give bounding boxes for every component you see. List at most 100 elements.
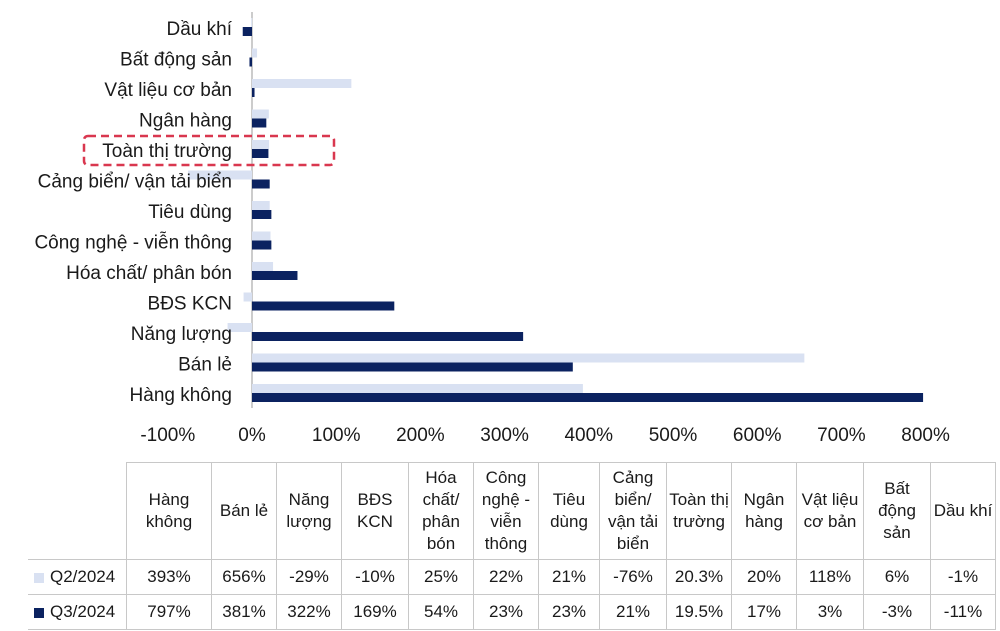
- table-cell: -1%: [930, 559, 996, 595]
- table-cell: 169%: [341, 594, 409, 630]
- category-label: Bất động sản: [120, 50, 232, 71]
- x-tick-label: 100%: [312, 425, 361, 446]
- table-cell: 20.3%: [666, 559, 732, 595]
- series-label: Q3/2024: [50, 602, 116, 621]
- bar-q2-6: [252, 201, 270, 210]
- bar-q2-9: [243, 292, 252, 302]
- bar-q2-2: [252, 79, 352, 88]
- table-cell: 21%: [599, 594, 667, 630]
- bar-q3-4: [252, 149, 269, 158]
- table-col-header-label: Cảng biển/ vận tải biển: [607, 468, 659, 553]
- bar-q2-3: [252, 109, 269, 119]
- category-label: Tiêu dùng: [148, 202, 232, 223]
- bar-q3-9: [252, 301, 395, 311]
- table-col-header-label: Tiêu dùng: [550, 490, 588, 531]
- bar-q2-1: [252, 48, 258, 58]
- highlight-box: [82, 134, 336, 167]
- table-cell: 23%: [473, 594, 539, 630]
- bar-q3-0: [242, 27, 252, 36]
- bar-q2-10: [227, 323, 252, 332]
- table-row: Q2/2024 393% 656% -29% -10% 25% 22% 21% -76% 20.3…: [28, 559, 996, 595]
- table-cell: -10%: [341, 559, 409, 595]
- legend-swatch: [34, 572, 44, 583]
- bar-q2-12: [252, 384, 583, 393]
- table-cell: 656%: [211, 559, 277, 595]
- x-tick-label: 800%: [901, 425, 950, 446]
- bar-q3-10: [252, 332, 524, 341]
- table-header-row: Hàng không Bán lẻ Năng lượng BĐS KCN Hóa chấ…: [28, 462, 996, 560]
- table-cell: 22%: [473, 559, 539, 595]
- table-cell: -3%: [863, 594, 931, 630]
- bar-q2-7: [252, 231, 271, 241]
- table-cell: 6%: [863, 559, 931, 595]
- bar-q3-8: [252, 271, 298, 280]
- bar-q3-7: [252, 240, 272, 250]
- category-label: Hóa chất/ phân bón: [66, 263, 232, 284]
- table-col-header: Vật liệu cơ bản: [796, 462, 864, 560]
- table-col-header-label: Hàng không: [145, 490, 193, 531]
- table-col-header: Dầu khí: [930, 462, 996, 560]
- table-cell: 797%: [126, 594, 212, 630]
- category-label: Bán lẻ: [178, 355, 232, 376]
- table-col-header: Công nghệ - viễn thông: [473, 462, 539, 560]
- series-legend-cell: Q3/2024: [28, 594, 127, 630]
- table-corner: [28, 462, 127, 560]
- table-col-header: Năng lượng: [276, 462, 342, 560]
- x-tick-label: 200%: [396, 425, 445, 446]
- table-col-header-label: Dầu khí: [933, 501, 993, 520]
- x-tick-label: 700%: [817, 425, 866, 446]
- table-col-header: BĐS KCN: [341, 462, 409, 560]
- table-col-header-label: Ngân hàng: [743, 490, 785, 531]
- table-col-header-label: Công nghệ - viễn thông: [481, 468, 531, 553]
- table-col-header: Bán lẻ: [211, 462, 277, 560]
- table-col-header-label: Toàn thị trường: [669, 490, 729, 531]
- bar-q2-4: [252, 140, 270, 149]
- table-cell: 21%: [538, 559, 600, 595]
- table-col-header-label: BĐS KCN: [357, 490, 393, 531]
- x-tick-label: 600%: [733, 425, 782, 446]
- table-cell: 393%: [126, 559, 212, 595]
- x-tick-label: 500%: [649, 425, 698, 446]
- table-row: Q3/2024 797% 381% 322% 169% 54% 23% 23% 21% 19.5%…: [28, 594, 996, 630]
- table-cell: 17%: [731, 594, 797, 630]
- table-cell: 20%: [731, 559, 797, 595]
- table-cell: -11%: [930, 594, 996, 630]
- category-label: Công nghệ - viễn thông: [34, 232, 232, 254]
- bar-q3-1: [249, 57, 252, 67]
- category-label: Cảng biển/ vận tải biển: [38, 172, 232, 193]
- bar-q3-6: [252, 210, 272, 219]
- bar-q2-5: [188, 170, 252, 180]
- table-cell: -29%: [276, 559, 342, 595]
- table-col-header: Hàng không: [126, 462, 212, 560]
- x-tick-label: 0%: [238, 425, 266, 446]
- table-cell: 54%: [408, 594, 474, 630]
- series-legend-cell: Q2/2024: [28, 559, 127, 595]
- category-label: Dầu khí: [167, 19, 233, 40]
- legend-swatch: [34, 607, 44, 618]
- bar-q3-5: [252, 179, 270, 189]
- bar-q3-2: [252, 88, 255, 97]
- category-label: Toàn thị trường: [102, 141, 232, 162]
- table-col-header: Bất động sản: [863, 462, 931, 560]
- table-cell: 381%: [211, 594, 277, 630]
- table-col-header-label: Hóa chất/ phân bón: [422, 468, 460, 553]
- bar-q2-0: [251, 18, 253, 27]
- series-label: Q2/2024: [50, 567, 116, 586]
- category-label: Năng lượng: [131, 324, 232, 345]
- table-col-header: Cảng biển/ vận tải biển: [599, 462, 667, 560]
- table-col-header: Toàn thị trường: [666, 462, 732, 560]
- table-cell: 3%: [796, 594, 864, 630]
- table-cell: 322%: [276, 594, 342, 630]
- bar-q3-3: [252, 118, 267, 128]
- bar-q2-11: [252, 353, 805, 363]
- table-col-header: Hóa chất/ phân bón: [408, 462, 474, 560]
- table-cell: 23%: [538, 594, 600, 630]
- x-tick-label: 300%: [480, 425, 529, 446]
- category-label: Vật liệu cơ bản: [104, 80, 232, 101]
- x-tick-label: 400%: [564, 425, 613, 446]
- table-col-header-label: Năng lượng: [286, 490, 332, 531]
- table-col-header-label: Bán lẻ: [219, 501, 269, 520]
- table-cell: 25%: [408, 559, 474, 595]
- category-label: Ngân hàng: [139, 111, 232, 132]
- category-label: Hàng không: [130, 385, 232, 406]
